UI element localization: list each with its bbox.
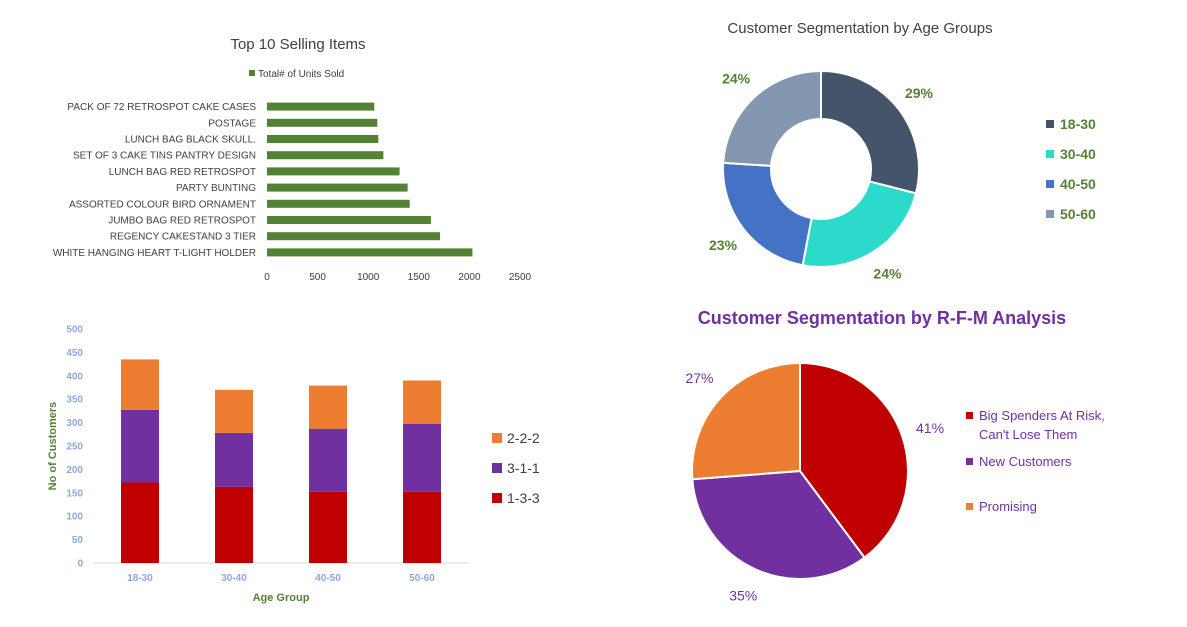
age-donut-chart: Customer Segmentation by Age Groups 29% 2… — [709, 20, 1096, 282]
top-item-category-label: PARTY BUNTING — [176, 183, 256, 194]
rfm-legend-label: Big Spenders At Risk, Can't Lose Them — [979, 408, 1105, 442]
top-item-bar — [267, 151, 384, 160]
stacked-ytick: 400 — [66, 371, 83, 382]
top-item-bar — [267, 135, 379, 143]
stacked-ytick: 100 — [66, 512, 83, 523]
top-item-bar — [267, 102, 375, 111]
top-item-category-label: REGENCY CAKESTAND 3 TIER — [110, 232, 256, 243]
top-item-bar — [267, 216, 431, 224]
top-item-bar — [267, 248, 473, 257]
top-items-xtick: 2000 — [458, 272, 481, 283]
stacked-bar-segment — [403, 424, 441, 492]
stacked-bar-segment — [121, 482, 159, 563]
top-items-xtick: 1000 — [357, 272, 380, 283]
stacked-xtick: 40-50 — [315, 573, 341, 584]
top-items-chart: Top 10 Selling Items Total# of Units Sol… — [53, 36, 532, 283]
top-item-bar — [267, 232, 441, 241]
top-items-xtick: 500 — [309, 272, 326, 283]
stacked-ytick: 450 — [66, 348, 83, 359]
age-donut-legend-label: 18-30 — [1060, 116, 1096, 132]
stacked-ytick: 300 — [66, 418, 83, 429]
rfm-title: Customer Segmentation by R-F-M Analysis — [698, 308, 1066, 328]
top-items-legend-swatch — [249, 70, 255, 76]
stacked-bar-segment — [215, 486, 253, 563]
stacked-bar-segment — [121, 409, 159, 483]
stacked-bar-segment — [121, 359, 159, 410]
stacked-ytick: 150 — [66, 488, 83, 499]
top-item-category-label: POSTAGE — [208, 118, 256, 129]
stacked-ytick: 250 — [66, 442, 83, 453]
stacked-xtick: 50-60 — [409, 573, 435, 584]
stacked-legend-swatch — [492, 493, 502, 503]
stacked-xlabel: Age Group — [253, 592, 310, 604]
age-donut-data-label: 24% — [873, 266, 902, 282]
rfm-pie-data-label: 41% — [916, 420, 944, 436]
rfm-pie-chart: Customer Segmentation by R-F-M Analysis … — [685, 308, 1104, 604]
stacked-ytick: 200 — [66, 465, 83, 476]
age-donut-legend-label: 50-60 — [1060, 206, 1096, 222]
top-items-title: Top 10 Selling Items — [230, 36, 365, 53]
top-items-xtick: 0 — [264, 272, 270, 283]
stacked-bar-segment — [309, 385, 347, 429]
top-item-category-label: JUMBO BAG RED RETROSPOT — [108, 216, 256, 227]
age-donut-data-label: 24% — [722, 71, 751, 87]
age-donut-title: Customer Segmentation by Age Groups — [727, 20, 992, 37]
age-donut-legend-swatch — [1046, 210, 1054, 218]
stacked-ytick: 0 — [77, 559, 83, 570]
stacked-bar-segment — [309, 491, 347, 563]
rfm-legend-label: New Customers — [979, 454, 1072, 469]
stacked-bar-segment — [215, 432, 253, 487]
top-items-xtick: 2500 — [509, 272, 532, 283]
rfm-legend-label: Promising — [979, 499, 1037, 514]
stacked-bar-segment — [403, 380, 441, 425]
rfm-legend-swatch — [966, 503, 973, 510]
top-item-category-label: PACK OF 72 RETROSPOT CAKE CASES — [67, 102, 256, 113]
top-item-category-label: LUNCH BAG BLACK SKULL. — [125, 135, 256, 146]
stacked-legend-label: 1-3-3 — [507, 490, 540, 506]
rfm-pie-data-label: 27% — [685, 370, 713, 386]
age-donut-slice — [801, 180, 918, 268]
stacked-ytick: 50 — [72, 535, 84, 546]
stacked-legend-label: 2-2-2 — [507, 430, 540, 446]
top-item-category-label: LUNCH BAG RED RETROSPOT — [109, 167, 256, 178]
age-donut-legend-swatch — [1046, 150, 1054, 158]
age-donut-legend-swatch — [1046, 120, 1054, 128]
stacked-legend-label: 3-1-1 — [507, 460, 540, 476]
rfm-legend-swatch — [966, 458, 973, 465]
stacked-legend-swatch — [492, 433, 502, 443]
stacked-xtick: 18-30 — [127, 573, 153, 584]
top-item-bar — [267, 118, 378, 127]
stacked-legend-swatch — [492, 463, 502, 473]
age-donut-data-label: 23% — [709, 237, 738, 253]
stacked-bar-segment — [215, 389, 253, 433]
age-donut-legend-label: 30-40 — [1060, 146, 1096, 162]
top-item-category-label: ASSORTED COLOUR BIRD ORNAMENT — [69, 199, 256, 210]
age-donut-slice — [722, 161, 813, 267]
age-stacked-chart: 0 50 100 150 200 250 300 350 400 450 500 18-30 30-4… — [47, 325, 540, 605]
age-donut-slice — [820, 69, 920, 195]
rfm-pie-data-label: 35% — [729, 588, 757, 604]
age-donut-data-label: 29% — [905, 85, 934, 101]
top-item-bar — [267, 167, 400, 176]
age-donut-slice — [722, 69, 822, 167]
stacked-bar-segment — [403, 491, 441, 563]
age-donut-legend-swatch — [1046, 180, 1054, 188]
stacked-ytick: 350 — [66, 395, 83, 406]
rfm-pie-slice — [799, 361, 909, 559]
top-item-category-label: WHITE HANGING HEART T-LIGHT HOLDER — [53, 248, 256, 259]
stacked-ylabel: No of Customers — [47, 402, 59, 491]
top-items-legend-label: Total# of Units Sold — [258, 69, 344, 80]
top-item-bar — [267, 183, 408, 192]
stacked-ytick: 500 — [66, 325, 83, 336]
top-items-xtick: 1500 — [408, 272, 431, 283]
top-item-category-label: SET OF 3 CAKE TINS PANTRY DESIGN — [73, 151, 256, 162]
rfm-pie-slice — [691, 361, 801, 481]
top-item-bar — [267, 199, 410, 208]
rfm-legend-swatch — [966, 412, 973, 419]
stacked-xtick: 30-40 — [221, 573, 247, 584]
stacked-bar-segment — [309, 428, 347, 492]
age-donut-legend-label: 40-50 — [1060, 176, 1096, 192]
rfm-pie-slice — [691, 469, 866, 580]
